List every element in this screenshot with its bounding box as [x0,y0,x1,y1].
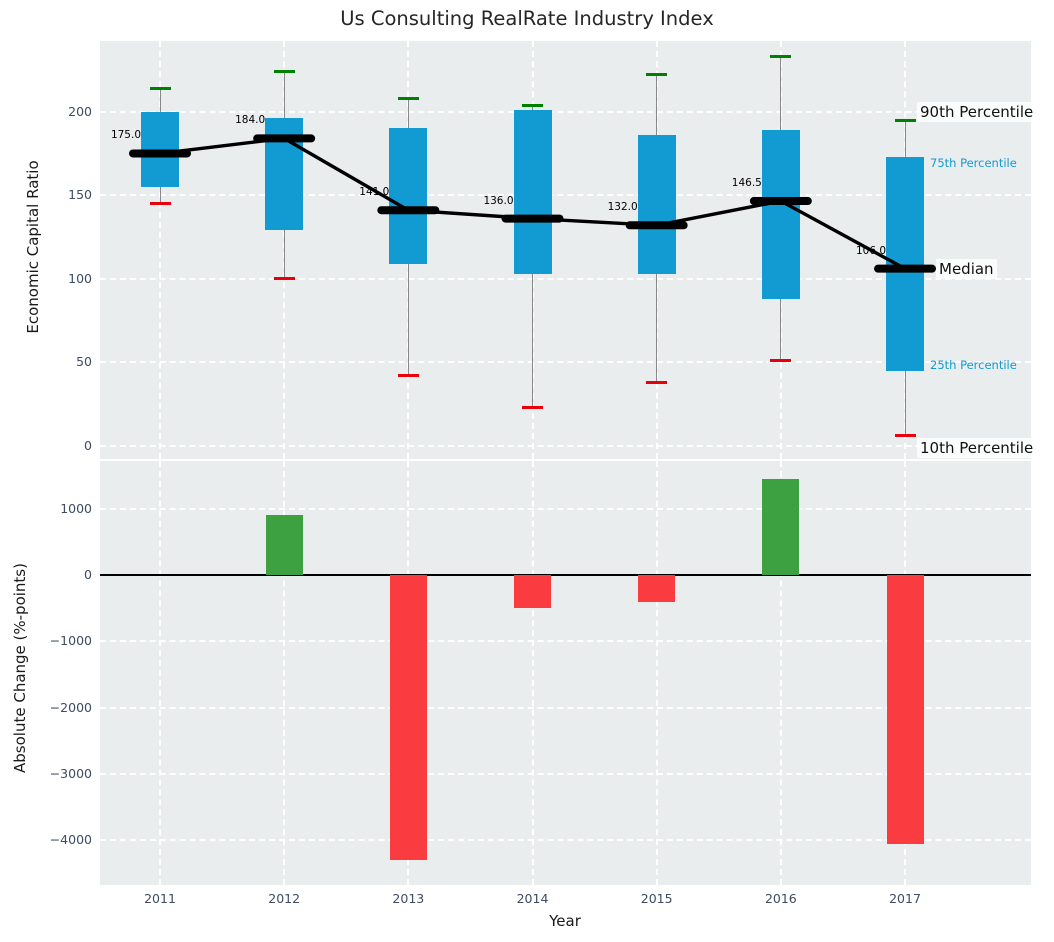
annotation-median: Median [936,259,997,279]
top-plot-area: 175.0 184.0 141.0 136.0 132.0 146.5 106.0 [100,41,1031,459]
median-value-label: 106.0 [856,245,886,257]
gridline-vertical [656,461,658,885]
change-bar-negative [514,575,551,608]
p90-cap [274,70,295,73]
top-y-tick-label: 100 [0,271,92,286]
gridline-horizontal [100,508,1031,510]
annotation-10th-percentile: 10th Percentile [917,438,1036,458]
top-y-tick-label: 200 [0,104,92,119]
annotation-25th-percentile: 25th Percentile [930,358,1017,372]
median-value-label: 136.0 [483,195,513,207]
change-bar-positive [266,515,303,575]
gridline-vertical [159,461,161,885]
p10-cap [522,406,543,409]
bottom-y-axis-label: Absolute Change (%-points) [11,563,29,773]
change-bar-positive [762,479,799,575]
top-y-tick-label: 0 [0,438,92,453]
p10-cap [150,202,171,205]
top-y-tick-label: 50 [0,354,92,369]
x-tick-label: 2013 [373,891,443,906]
median-value-label: 141.0 [359,186,389,198]
median-value-label: 146.5 [732,177,762,189]
median-value-label: 184.0 [235,114,265,126]
p90-cap [150,87,171,90]
percentile-box [762,130,800,299]
percentile-box [141,112,179,187]
p90-cap [398,97,419,100]
change-bar-negative [390,575,427,860]
percentile-box [886,157,924,371]
p10-cap [646,381,667,384]
annotation-90th-percentile: 90th Percentile [917,102,1036,122]
figure: Us Consulting RealRate Industry Index 17… [0,0,1054,942]
p10-cap [398,374,419,377]
x-tick-label: 2011 [125,891,195,906]
top-y-tick-label: 150 [0,187,92,202]
bottom-y-tick-label: −3000 [0,766,92,781]
x-axis-label: Year [549,912,581,930]
p90-cap [522,104,543,107]
p90-cap [895,119,916,122]
x-tick-label: 2016 [746,891,816,906]
change-bar-negative [887,575,924,844]
median-value-label: 132.0 [608,201,638,213]
annotation-75th-percentile: 75th Percentile [930,156,1017,170]
gridline-vertical [532,461,534,885]
gridline-horizontal [100,445,1031,447]
x-tick-label: 2017 [870,891,940,906]
bottom-y-tick-label: 0 [0,567,92,582]
bottom-plot-area [100,461,1031,885]
percentile-box [265,118,303,230]
median-value-label: 175.0 [111,129,141,141]
bottom-y-tick-label: −1000 [0,633,92,648]
bottom-y-tick-label: −4000 [0,832,92,847]
x-tick-label: 2014 [498,891,568,906]
gridline-horizontal [100,111,1031,113]
chart-title: Us Consulting RealRate Industry Index [0,7,1054,30]
p10-cap [895,434,916,437]
p10-cap [274,277,295,280]
percentile-box [638,135,676,274]
percentile-box [514,110,552,274]
p10-cap [770,359,791,362]
p90-cap [770,55,791,58]
x-tick-label: 2015 [622,891,692,906]
x-tick-label: 2012 [249,891,319,906]
bottom-y-tick-label: 1000 [0,501,92,516]
percentile-box [389,128,427,263]
bottom-y-tick-label: −2000 [0,700,92,715]
p90-cap [646,73,667,76]
change-bar-negative [638,575,675,602]
